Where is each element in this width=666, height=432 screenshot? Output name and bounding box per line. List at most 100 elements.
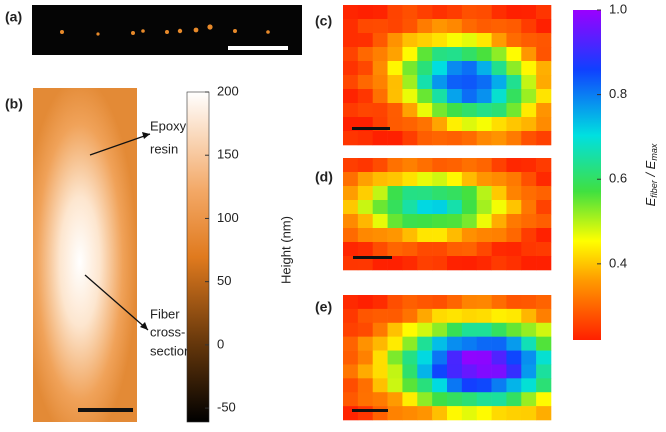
heatmap-cell [521, 61, 537, 76]
panel-label: (b) [5, 96, 23, 112]
colorbar-label: Efiber / Emax [643, 143, 659, 206]
heatmap-cell [506, 378, 522, 393]
heatmap-cell [506, 158, 522, 173]
heatmap-cell [491, 61, 507, 76]
heatmap-cell [387, 295, 403, 310]
heatmap-cell [461, 200, 478, 215]
heatmap-cell [343, 89, 359, 104]
heatmap-cell [476, 256, 492, 271]
heatmap-cell [432, 364, 448, 379]
heatmap-cell [343, 295, 359, 310]
heatmap-cell [491, 322, 507, 337]
heatmap-cell [461, 103, 478, 118]
heatmap-cell [491, 103, 507, 118]
heatmap-cell [461, 392, 478, 407]
heatmap-cell [461, 350, 478, 365]
heatmap-cell [417, 242, 433, 257]
heatmap-cell [402, 228, 418, 243]
heatmap-cell [491, 131, 507, 146]
heatmap-cell [521, 406, 537, 421]
heatmap-cell [521, 242, 537, 257]
heatmap-cell [476, 131, 492, 146]
heatmap-cell [357, 322, 374, 337]
heatmap-cell [506, 75, 522, 90]
heatmap-cell [402, 186, 418, 201]
heatmap-cell [476, 75, 492, 90]
heatmap-cell [417, 103, 433, 118]
heatmap-cell [536, 308, 552, 324]
height-colorbar [186, 91, 210, 423]
heatmap-cell [491, 308, 507, 324]
heatmap-cell [461, 364, 478, 379]
heatmap-cell [387, 75, 403, 90]
heatmap-cell [387, 406, 403, 421]
heatmap-cell [417, 5, 433, 20]
heatmap-cell [447, 350, 463, 365]
heatmap-cell [387, 200, 403, 215]
tick-label: -50 [217, 400, 236, 415]
heatmap-cell [447, 336, 463, 351]
heatmap-cell [506, 186, 522, 201]
heatmap-cell [476, 378, 492, 393]
heatmap-cell [461, 186, 478, 201]
heatmap-cell [343, 364, 359, 379]
heatmap-cell [506, 214, 522, 229]
arrow [84, 274, 149, 331]
heatmap-cell [506, 364, 522, 379]
modulus-colorbar [573, 10, 601, 340]
heatmap-cell [343, 406, 359, 421]
heatmap-cell [521, 89, 537, 104]
heatmap-cell [387, 131, 403, 146]
heatmap-cell [521, 350, 537, 365]
heatmap-cell [387, 158, 403, 173]
heatmap-cell [536, 19, 552, 34]
heatmap-cell [387, 242, 403, 257]
heatmap-cell [521, 308, 537, 324]
heatmap-cell [372, 364, 388, 379]
heatmap-cell [521, 186, 537, 201]
heatmap-cell [447, 242, 463, 257]
heatmap-cell [536, 406, 552, 421]
height-map [33, 88, 137, 422]
heatmap-cell [402, 322, 418, 337]
heatmap-cell [402, 350, 418, 365]
heatmap-cell [461, 256, 478, 271]
heatmap-cell [372, 75, 388, 90]
heatmap-cell [432, 33, 448, 48]
heatmap-cell [372, 392, 388, 407]
heatmap-cell [521, 392, 537, 407]
heatmap-cell [461, 117, 478, 132]
heatmap-cell [387, 392, 403, 407]
heatmap-cell [402, 336, 418, 351]
heatmap-cell [506, 200, 522, 215]
heatmap-cell [521, 5, 537, 20]
heatmap-cell [476, 186, 492, 201]
heatmap-cell [476, 406, 492, 421]
heatmap-cell [432, 200, 448, 215]
heatmap-cell [536, 200, 552, 215]
heatmap-cell [372, 200, 388, 215]
heatmap-cell [521, 117, 537, 132]
heatmap-cell [461, 322, 478, 337]
annotation: section [150, 343, 191, 358]
heatmap-cell [476, 19, 492, 34]
heatmap-cell [343, 350, 359, 365]
heatmap-cell [387, 308, 403, 324]
heatmap-cell [417, 378, 433, 393]
heatmap-cell [432, 256, 448, 271]
heatmap-cell [447, 308, 463, 324]
heatmap-cell [343, 158, 359, 173]
heatmap-cell [357, 47, 374, 62]
heatmap-cell [447, 61, 463, 76]
heatmap-cell [491, 186, 507, 201]
heatmap-cell [476, 364, 492, 379]
heatmap-cell [432, 392, 448, 407]
heatmap-cell [461, 131, 478, 146]
heatmap-cell [357, 308, 374, 324]
heatmap-cell [447, 103, 463, 118]
heatmap-cell [432, 19, 448, 34]
heatmap-cell [536, 89, 552, 104]
heatmap-cell [357, 214, 374, 229]
heatmap-cell [372, 228, 388, 243]
scale-bar [228, 46, 288, 50]
